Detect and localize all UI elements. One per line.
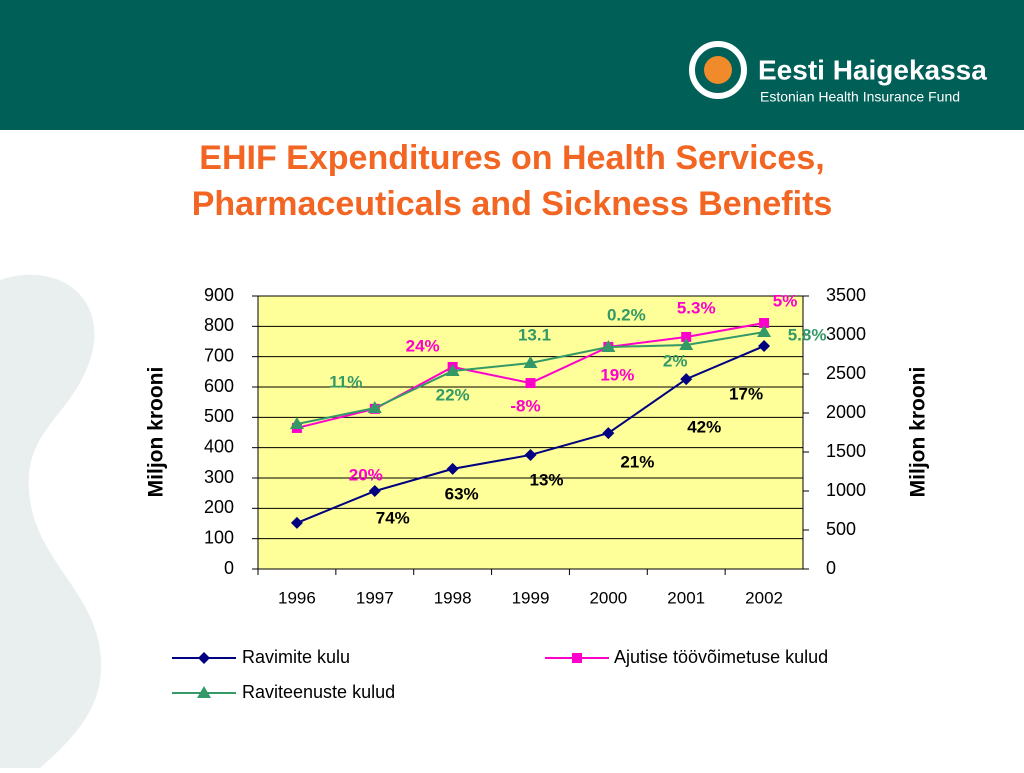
x-tick-label: 2002 (745, 588, 783, 607)
data-point (758, 340, 771, 353)
tagline: Estonian Health Insurance Fund (760, 89, 960, 105)
annotation: 5.3% (677, 298, 716, 317)
data-point (679, 337, 694, 350)
y-tick-label: 100 (204, 527, 234, 547)
data-point (525, 378, 536, 389)
chart-title: EHIF Expenditures on Health Services, (199, 139, 824, 177)
annotation: 11% (329, 372, 362, 391)
annotation: 13% (529, 470, 563, 489)
legend-label: Ajutise töövõimetuse kulud (614, 647, 828, 667)
annotation: 24% (406, 336, 440, 355)
data-point (680, 373, 693, 386)
x-tick-label: 2000 (589, 588, 627, 607)
y2-tick-label: 500 (826, 519, 856, 539)
y2-tick-label: 1500 (826, 441, 866, 461)
data-point (601, 340, 616, 353)
legend-marker (198, 652, 210, 664)
data-point (446, 462, 459, 475)
data-point (681, 331, 692, 342)
annotation: 19% (600, 365, 634, 384)
data-point (524, 448, 537, 461)
y-tick-label: 400 (204, 436, 234, 456)
data-point (290, 516, 303, 529)
y-tick-label: 200 (204, 497, 234, 517)
annotation: 5% (773, 291, 798, 310)
legend-marker (197, 686, 211, 698)
data-point (367, 401, 382, 414)
legend-marker (572, 653, 582, 663)
y-tick-label: 900 (204, 285, 234, 305)
y2-tick-label: 3500 (826, 285, 866, 305)
y-tick-label: 700 (204, 345, 234, 365)
data-point (289, 416, 304, 429)
y-tick-label: 300 (204, 467, 234, 487)
annotation: 2% (663, 351, 688, 370)
y2-tick-label: 0 (826, 558, 836, 578)
x-tick-label: 1999 (512, 588, 550, 607)
y2-tick-label: 1000 (826, 480, 866, 500)
y2-tick-label: 2500 (826, 363, 866, 383)
header-bar (0, 0, 1024, 130)
y-tick-label: 0 (224, 558, 234, 578)
chart-title: Pharmaceuticals and Sickness Benefits (192, 185, 833, 223)
data-point (368, 485, 381, 498)
legend-label: Ravimite kulu (242, 647, 350, 667)
logo (689, 41, 747, 99)
y-tick-label: 800 (204, 315, 234, 335)
brand: Eesti Haigekassa (758, 54, 987, 85)
x-tick-label: 2001 (667, 588, 705, 607)
y-axis-title: Miljon krooni (145, 367, 168, 498)
annotation: 74% (376, 509, 410, 528)
y-tick-label: 500 (204, 406, 234, 426)
data-point (445, 364, 460, 377)
annotation: 13.1 (518, 325, 551, 344)
data-point (757, 325, 772, 338)
y2-tick-label: 3000 (826, 324, 866, 344)
annotation: 20% (349, 465, 383, 484)
y2-axis-title: Miljon krooni (907, 367, 930, 498)
x-tick-label: 1996 (278, 588, 316, 607)
annotation: 63% (445, 484, 479, 503)
annotation: -8% (510, 397, 540, 416)
y-tick-label: 600 (204, 376, 234, 396)
x-tick-label: 1998 (434, 588, 472, 607)
annotation: 22% (436, 386, 470, 405)
annotation: 5.8% (788, 326, 827, 345)
decoration (0, 274, 101, 768)
annotation: 17% (729, 385, 763, 404)
annotation: 0.2% (607, 305, 646, 324)
data-point (759, 317, 770, 328)
data-point (523, 356, 538, 369)
legend-label: Raviteenuste kulud (242, 682, 395, 702)
data-point (602, 427, 615, 440)
annotation: 42% (687, 418, 721, 437)
annotation: 21% (620, 453, 654, 472)
x-tick-label: 1997 (356, 588, 394, 607)
y2-tick-label: 2000 (826, 402, 866, 422)
